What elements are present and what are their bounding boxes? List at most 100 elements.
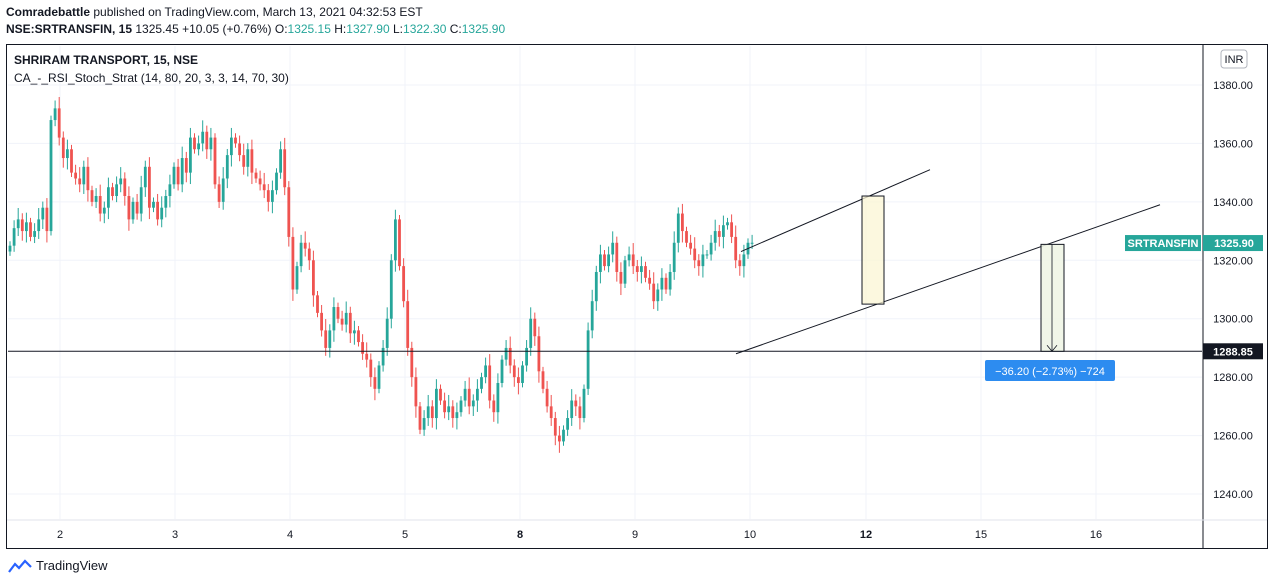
candle-body — [221, 178, 225, 202]
candle-body — [504, 347, 508, 360]
candle-body — [94, 196, 98, 202]
candle-body — [599, 254, 602, 272]
candle-body — [336, 307, 340, 319]
candle-body — [279, 149, 282, 173]
time-axis[interactable]: 2 3 4 5 8 9 10 12 15 16 — [57, 529, 1102, 541]
candle-body — [644, 266, 647, 278]
candle-body — [496, 382, 500, 413]
candle-body — [295, 266, 299, 290]
candle-body — [102, 207, 106, 214]
candle-body — [517, 377, 520, 383]
candle-body — [180, 158, 184, 185]
x-tick-label: 3 — [172, 529, 178, 541]
candle-body — [480, 377, 483, 389]
drawings — [8, 169, 1202, 355]
candle-body — [652, 283, 656, 302]
candle-body — [230, 137, 233, 156]
x-tick-label: 2 — [57, 529, 63, 541]
candle-body — [225, 155, 229, 179]
candle-body — [303, 242, 307, 249]
candle-body — [455, 412, 459, 419]
candle-body — [668, 271, 672, 290]
candle-body — [594, 271, 598, 302]
candle-body — [234, 137, 237, 144]
candle-body — [127, 196, 131, 220]
candle-body — [631, 254, 635, 267]
candle-body — [398, 219, 401, 267]
candle-body — [98, 196, 102, 214]
publish-info: Comradebattle published on TradingView.c… — [6, 5, 423, 19]
candle-body — [357, 330, 360, 343]
level-price-tag: 1288.85 — [1203, 343, 1263, 360]
candle-body — [648, 277, 651, 284]
candle-body — [25, 222, 28, 232]
footer-brand[interactable]: TradingView — [8, 558, 108, 573]
candle-body — [406, 301, 410, 348]
close-label: C: — [449, 22, 462, 36]
candle-body — [627, 254, 631, 261]
candle-body — [492, 400, 496, 413]
legend: SHRIRAM TRANSPORT, 15, NSE CA_-_RSI_Stoc… — [14, 53, 289, 85]
symbol-label: NSE:SRTRANSFIN, 15 — [6, 22, 133, 36]
candle-body — [172, 166, 176, 185]
candle-body — [328, 330, 332, 348]
candle-body — [586, 330, 590, 389]
candle-body — [119, 178, 123, 185]
candle-body — [197, 143, 200, 150]
candle-body — [488, 365, 492, 401]
x-tick-label: 9 — [632, 529, 638, 541]
candle-body — [414, 377, 418, 407]
candle-body — [193, 137, 196, 150]
candle-body — [344, 312, 348, 325]
candle-body — [467, 388, 471, 407]
candle-body — [143, 166, 147, 188]
candle-body — [369, 359, 373, 378]
candle-body — [90, 190, 94, 202]
candle-body — [8, 245, 12, 252]
measure-label: −36.20 (−2.73%) −724 — [985, 360, 1115, 381]
candle-body — [389, 260, 393, 319]
candle-body — [656, 289, 660, 302]
candle-body — [402, 266, 405, 302]
candle-body — [373, 377, 377, 389]
close-value: 1325.90 — [461, 22, 506, 36]
measure-box — [1040, 243, 1065, 352]
candle-body — [623, 260, 627, 284]
candle-body — [209, 137, 213, 150]
candle-body — [603, 254, 606, 267]
candle-body — [713, 231, 717, 243]
candle-body — [201, 131, 205, 144]
candle-body — [115, 184, 118, 197]
candle-body — [176, 166, 180, 185]
candle-body — [135, 201, 139, 214]
candle-body — [484, 365, 487, 378]
candle-body — [418, 406, 422, 430]
y-tick-label: 1360.00 — [1213, 138, 1253, 150]
published-text: published on TradingView.com, March 13, … — [93, 5, 423, 19]
candle-body — [730, 222, 733, 237]
symbol-tag-label: SRTRANSFIN — [1128, 238, 1199, 250]
y-tick-label: 1260.00 — [1213, 431, 1253, 443]
candle-body — [611, 242, 615, 255]
channel-lower-line — [735, 204, 1161, 355]
price-axis[interactable]: 1240.00 1260.00 1280.00 1300.00 1320.00 1340.… — [1213, 80, 1253, 501]
candle-body — [291, 236, 295, 290]
candle-body — [664, 277, 668, 290]
currency-badge[interactable]: INR — [1220, 49, 1248, 69]
candle-body — [49, 120, 53, 232]
candle-body — [78, 178, 82, 185]
candle-body — [537, 336, 541, 372]
candle-body — [500, 359, 504, 383]
candle-body — [422, 418, 426, 430]
highlight-box — [861, 195, 885, 305]
candle-body — [525, 347, 528, 366]
candle-body — [672, 242, 676, 272]
measure-text: −36.20 (−2.73%) −724 — [995, 366, 1105, 378]
candle-body — [742, 254, 746, 267]
level-tag-value: 1288.85 — [1213, 346, 1253, 358]
candle-body — [131, 201, 135, 220]
candle-body — [320, 312, 323, 331]
y-tick-label: 1380.00 — [1213, 80, 1253, 92]
candle-body — [29, 222, 32, 237]
